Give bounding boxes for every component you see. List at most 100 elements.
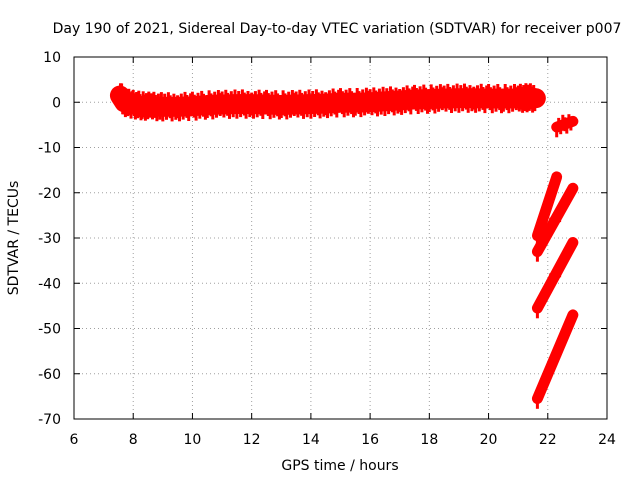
series-speckle [513,84,516,107]
series-speckle [569,116,573,131]
series-speckle [342,94,346,118]
series-speckle [470,88,474,112]
series-speckle [381,86,385,110]
series-speckle [544,230,548,245]
series-speckle [366,90,370,114]
series-speckle [170,98,174,122]
y-axis-label: SDTVAR / TECUs [6,181,22,296]
series-speckle [485,85,489,109]
series-speckle [370,92,374,116]
series-speckle [250,92,254,116]
series-speckle [252,95,255,119]
series-speckle [481,87,485,110]
series-speckle [318,95,322,119]
series-speckle [305,94,309,118]
series-speckle [567,245,570,260]
series-speckle [477,88,481,112]
series-speckle [377,88,381,112]
series-speckle [289,94,292,118]
series-speckle [344,89,348,113]
series-speckle [357,91,361,114]
series-speckle [324,92,328,116]
series-speckle [331,88,335,112]
series-speckle [185,95,189,118]
y-tick-label: -60 [38,367,61,383]
series-speckle [190,91,194,115]
series-speckle [543,203,547,218]
series-speckle [368,89,372,113]
series-speckle [457,89,461,113]
series-speckle [392,92,396,116]
series-speckle [320,90,324,114]
series-speckle [547,195,551,210]
series-speckle [165,96,168,120]
series-speckle [335,94,339,118]
y-tick-label: -50 [38,322,61,338]
series-speckle [300,92,304,116]
series-speckle [176,95,180,119]
series-speckle [487,84,491,107]
series-speckle [352,94,355,118]
series-speckle [503,84,507,107]
series-speckle [409,91,413,115]
series-speckle [558,342,562,357]
series-speckle [398,89,402,112]
series-speckle [224,89,228,113]
series-speckle [209,93,213,117]
series-speckle [229,91,233,115]
series-speckle [237,91,241,114]
series-speckle [277,96,281,120]
series-speckle [474,89,478,113]
series-speckle [283,93,287,117]
series-speckle [290,90,294,113]
x-tick-label: 16 [361,432,379,448]
series-speckle [535,232,539,246]
series-speckle [396,90,400,114]
series-speckle [198,95,202,119]
series-speckle [166,92,170,116]
series-speckle [561,114,565,129]
chart-title: Day 190 of 2021, Sidereal Day-to-day VTE… [53,21,622,37]
series-speckle [383,93,387,116]
series-speckle [562,250,566,265]
series-speckle [427,89,431,113]
series-speckle [549,217,553,232]
series-speckle [562,327,566,342]
series-speckle [226,92,230,116]
series-speckle [414,88,418,111]
series-speckle [446,83,450,107]
series-speckle [538,219,542,234]
series-speckle [501,88,505,112]
series-speckle [215,94,218,118]
series-speckle [464,86,468,110]
series-speckle [492,85,496,109]
series-speckle [401,87,405,111]
series-speckle [329,93,333,117]
series-speckle [418,86,422,110]
series-speckle [239,94,243,118]
series-speckle [490,90,494,114]
series-speckle [364,87,368,111]
series-segment-b-texture [535,178,556,246]
series-speckle [272,94,276,118]
series-segment-a-texture [555,114,573,138]
series-speckle [189,93,193,117]
series-speckle [552,178,556,193]
series-speckle [509,85,513,109]
series-speckle [302,96,305,119]
series-speckle [451,85,455,109]
series-speckle [544,286,548,301]
series-speckle [468,85,472,108]
series-segment-d-texture [535,245,570,319]
series-speckle [476,85,479,109]
series-speckle [507,90,511,114]
series-speckle [405,85,409,109]
series-speckle [563,117,567,132]
series-speckle [535,394,539,409]
series-speckle [374,90,378,114]
series-speckle [429,84,433,108]
series-speckle [540,235,544,249]
series-speckle [438,84,442,107]
series-speckle [424,87,428,111]
series-speckle [196,92,200,116]
